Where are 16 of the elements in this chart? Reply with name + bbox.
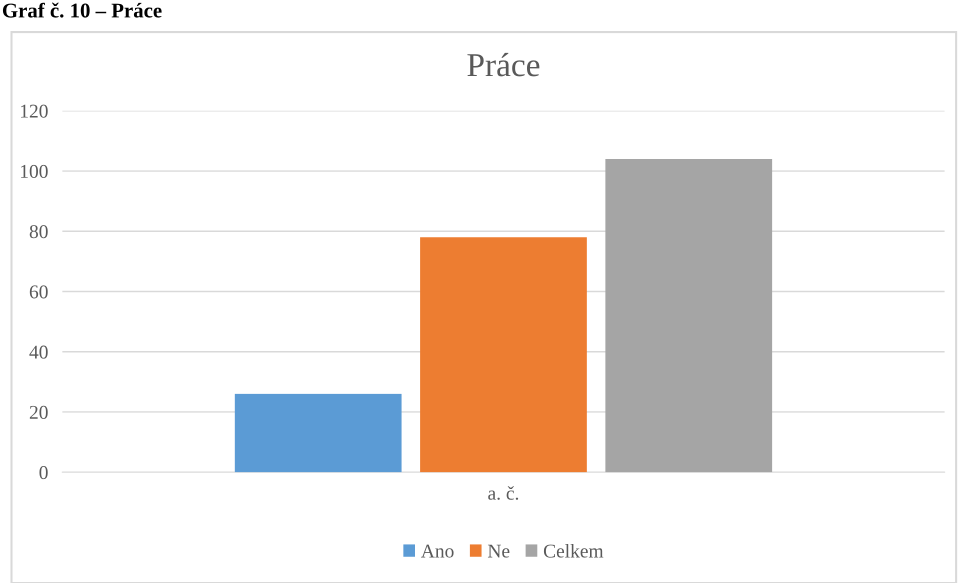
text: Graf č. 10 – Práce [2, 2, 162, 18]
y-tick-label: 80 [30, 225, 48, 238]
bar [605, 158, 772, 472]
legend-label: Celkem [544, 544, 604, 558]
y-tick-label: 60 [30, 285, 48, 298]
legend-label: Ne [488, 544, 510, 558]
y-tick-label: 100 [20, 164, 48, 178]
legend-label: Ano [421, 544, 454, 558]
y-tick-label: 120 [20, 104, 48, 118]
x-tick-label: a. č. [488, 486, 518, 500]
y-tick-label: 20 [30, 406, 48, 419]
y-tick-label: 0 [39, 466, 48, 480]
y-tick-label: 40 [29, 346, 48, 359]
bar [420, 237, 587, 472]
chart-title: Práce [467, 52, 540, 76]
bar [234, 394, 402, 472]
